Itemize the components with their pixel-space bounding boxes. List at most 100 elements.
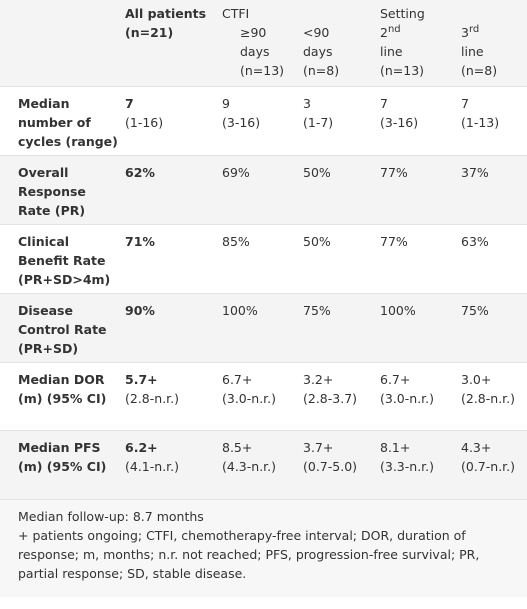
table-cell: 6.2+ (4.1-n.r.) bbox=[125, 431, 222, 499]
cell-value: 7 bbox=[461, 96, 469, 111]
cell-value: 8.1+ bbox=[380, 440, 411, 455]
table-cell: 4.3+ (0.7-n.r.) bbox=[461, 431, 527, 499]
cell-value: 100% bbox=[222, 303, 258, 318]
table-cell: 100% bbox=[222, 294, 303, 363]
cell-value: 6.7+ bbox=[222, 372, 253, 387]
group-header: CTFI bbox=[222, 6, 250, 21]
cell-value: 5.7+ bbox=[125, 372, 158, 387]
cell-range: (2.8-n.r.) bbox=[461, 391, 516, 406]
header-text: <90 bbox=[303, 25, 330, 40]
table-cell: 6.7+ (3.0-n.r.) bbox=[380, 363, 461, 431]
table-cell: 8.1+ (3.3-n.r.) bbox=[380, 431, 461, 499]
table-cell: 8.5+ (4.3-n.r.) bbox=[222, 431, 303, 499]
table-cell: 5.7+ (2.8-n.r.) bbox=[125, 363, 222, 431]
table-cell: 37% bbox=[461, 156, 527, 225]
table-row: Overall Response Rate (PR) 62% 69% 50% 77% 37… bbox=[0, 155, 527, 225]
cell-value: 71% bbox=[125, 234, 155, 249]
group-header: Setting bbox=[380, 6, 425, 21]
table-cell: 71% bbox=[125, 225, 222, 294]
table-row: Median PFS (m) (95% CI) 6.2+ (4.1-n.r.) 8.5… bbox=[0, 430, 527, 499]
row-label: Median number of cycles (range) bbox=[18, 96, 118, 149]
cell-value: 3.2+ bbox=[303, 372, 334, 387]
cell-value: 3.0+ bbox=[461, 372, 492, 387]
table-cell: 62% bbox=[125, 156, 222, 225]
header-text: days bbox=[303, 44, 333, 59]
cell-value: 75% bbox=[303, 303, 331, 318]
table-row: Clinical Benefit Rate (PR+SD>4m) 71% 85% 50… bbox=[0, 224, 527, 294]
header-text: 3 bbox=[461, 25, 469, 40]
table-cell: 69% bbox=[222, 156, 303, 225]
cell-range: (4.1-n.r.) bbox=[125, 459, 180, 474]
cell-range: (1-13) bbox=[461, 115, 500, 130]
table-cell: 77% bbox=[380, 156, 461, 225]
cell-value: 3.7+ bbox=[303, 440, 334, 455]
table-cell: 50% bbox=[303, 156, 380, 225]
table-cell: 7 (3-16) bbox=[380, 87, 461, 156]
cell-range: (3.3-n.r.) bbox=[380, 459, 435, 474]
table-header: All patients (n=21) CTFI Setting ≥90 days (n=1… bbox=[0, 0, 527, 87]
table-row: Disease Control Rate (PR+SD) 90% 100% 75% 10… bbox=[0, 293, 527, 363]
table-cell: 3.0+ (2.8-n.r.) bbox=[461, 363, 527, 431]
cell-value: 85% bbox=[222, 234, 250, 249]
cell-range: (1-16) bbox=[125, 115, 164, 130]
cell-value: 50% bbox=[303, 234, 331, 249]
cell-range: (0.7-5.0) bbox=[303, 459, 358, 474]
cell-range: (1-7) bbox=[303, 115, 334, 130]
corner bbox=[0, 0, 125, 87]
row-label: Clinical Benefit Rate (PR+SD>4m) bbox=[18, 234, 111, 287]
cell-value: 75% bbox=[461, 303, 489, 318]
header-text: (n=21) bbox=[125, 25, 174, 40]
table-cell: 50% bbox=[303, 225, 380, 294]
row-label: Disease Control Rate (PR+SD) bbox=[18, 303, 107, 356]
cell-value: 6.7+ bbox=[380, 372, 411, 387]
table-cell: 7 (1-16) bbox=[125, 87, 222, 156]
table-body: Median number of cycles (range) 7 (1-16) 9 (… bbox=[0, 86, 527, 499]
header-text: line bbox=[380, 44, 403, 59]
header-text: days bbox=[240, 44, 270, 59]
cell-range: (3-16) bbox=[222, 115, 261, 130]
table-cell: 6.7+ (3.0-n.r.) bbox=[222, 363, 303, 431]
header-line: 3rd bbox=[461, 23, 521, 42]
cell-value: 100% bbox=[380, 303, 416, 318]
header-text: All patients bbox=[125, 6, 207, 21]
footnote: Median follow-up: 8.7 months + patients … bbox=[0, 498, 527, 597]
superscript: nd bbox=[387, 24, 401, 35]
table-cell: 100% bbox=[380, 294, 461, 363]
header-cell: 2nd line (n=13) bbox=[380, 23, 461, 87]
header-cell: All patients (n=21) bbox=[125, 0, 222, 87]
cell-value: 4.3+ bbox=[461, 440, 492, 455]
header-cell: <90 days (n=8) bbox=[303, 23, 380, 87]
cell-value: 7 bbox=[125, 96, 134, 111]
followup: Median follow-up: 8.7 months bbox=[18, 508, 204, 524]
header-text: (n=8) bbox=[303, 63, 340, 78]
table-cell: 75% bbox=[461, 294, 527, 363]
cell-value: 6.2+ bbox=[125, 440, 158, 455]
cell-value: 77% bbox=[380, 234, 408, 249]
note: + patients ongoing; CTFI, chemotherapy-f… bbox=[18, 527, 480, 581]
cell-value: 63% bbox=[461, 234, 489, 249]
header-line: 2nd bbox=[380, 23, 455, 42]
table-row: Median DOR (m) (95% CI) 5.7+ (2.8-n.r.) 6.7… bbox=[0, 362, 527, 431]
cell-range: (3-16) bbox=[380, 115, 419, 130]
row-label: Median DOR (m) (95% CI) bbox=[18, 372, 107, 406]
cell-value: 90% bbox=[125, 303, 155, 318]
header-text: (n=13) bbox=[380, 63, 425, 78]
row-label: Median PFS (m) (95% CI) bbox=[18, 440, 107, 474]
cell-value: 7 bbox=[380, 96, 388, 111]
header-cell: ≥90 days (n=13) bbox=[222, 23, 303, 87]
cell-value: 77% bbox=[380, 165, 408, 180]
cell-value: 50% bbox=[303, 165, 331, 180]
cell-range: (3.0-n.r.) bbox=[222, 391, 277, 406]
table-cell: 3 (1-7) bbox=[303, 87, 380, 156]
header-text: (n=8) bbox=[461, 63, 498, 78]
results-table: All patients (n=21) CTFI Setting ≥90 days (n=1… bbox=[0, 0, 527, 499]
table-cell: 3.7+ (0.7-5.0) bbox=[303, 431, 380, 499]
cell-value: 37% bbox=[461, 165, 489, 180]
cell-range: (2.8-3.7) bbox=[303, 391, 358, 406]
table-cell: 75% bbox=[303, 294, 380, 363]
cell-range: (0.7-n.r.) bbox=[461, 459, 516, 474]
cell-value: 69% bbox=[222, 165, 250, 180]
table-cell: 3.2+ (2.8-3.7) bbox=[303, 363, 380, 431]
cell-value: 62% bbox=[125, 165, 155, 180]
